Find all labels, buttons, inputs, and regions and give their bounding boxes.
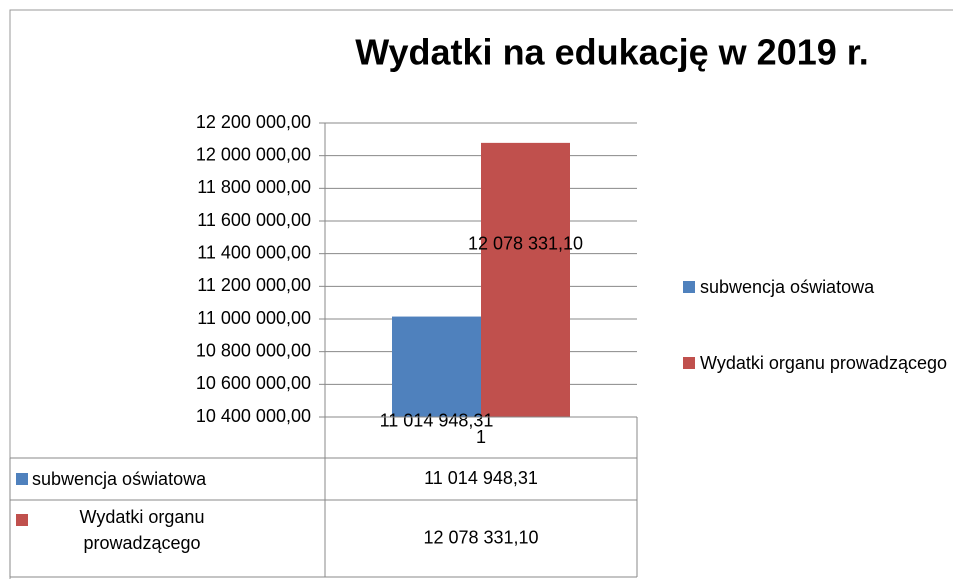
y-tick-label: 10 400 000,00 xyxy=(196,406,311,426)
bar xyxy=(392,316,481,417)
table-value: 11 014 948,31 xyxy=(424,468,538,488)
y-tick-label: 10 800 000,00 xyxy=(196,340,311,360)
legend-label: subwencja oświatowa xyxy=(700,277,875,297)
chart-title: Wydatki na edukację w 2019 r. xyxy=(355,32,869,73)
table-row-label: Wydatki organu prowadzącego xyxy=(79,507,205,553)
table-legend-key xyxy=(16,514,28,526)
legend-label: Wydatki organu prowadzącego xyxy=(700,353,947,373)
legend-key xyxy=(683,357,695,369)
legend-key xyxy=(683,281,695,293)
table-value: 12 078 331,10 xyxy=(423,527,538,547)
table-row-label: subwencja oświatowa xyxy=(32,469,207,489)
x-tick-label: 1 xyxy=(476,427,486,447)
y-tick-label: 11 400 000,00 xyxy=(197,242,311,262)
y-tick-label: 12 000 000,00 xyxy=(196,144,311,164)
y-tick-label: 11 800 000,00 xyxy=(197,177,311,197)
table-legend-key xyxy=(16,473,28,485)
data-label: 11 014 948,31 xyxy=(380,411,494,431)
y-tick-label: 10 600 000,00 xyxy=(196,373,311,393)
y-tick-label: 11 200 000,00 xyxy=(197,275,311,295)
y-tick-label: 11 000 000,00 xyxy=(197,308,311,328)
y-tick-label: 11 600 000,00 xyxy=(197,210,311,230)
bar xyxy=(481,142,570,417)
chart-border xyxy=(9,9,953,579)
y-tick-label: 12 200 000,00 xyxy=(196,112,311,132)
data-label: 12 078 331,10 xyxy=(468,234,583,254)
